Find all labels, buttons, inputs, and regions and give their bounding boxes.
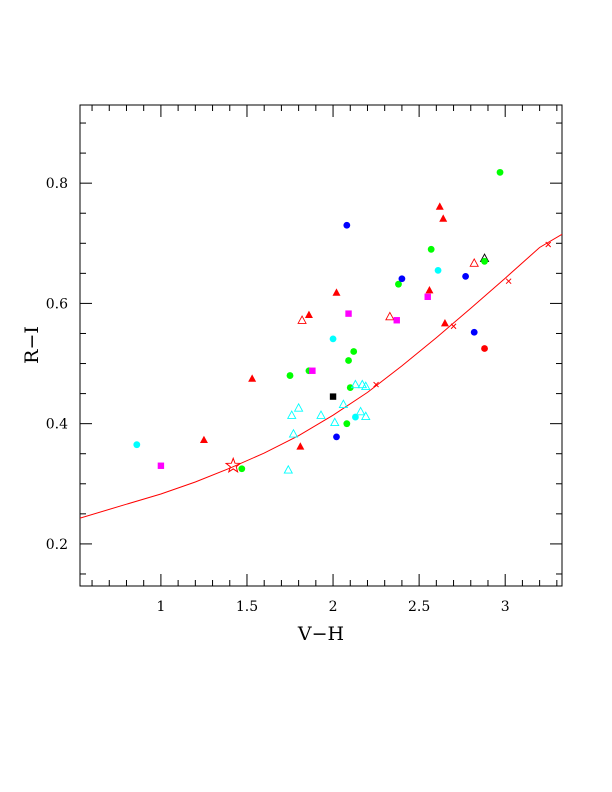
magenta-filled-square-point bbox=[157, 462, 165, 469]
red-filled-triangle-point bbox=[304, 310, 313, 318]
red-filled-triangle-point bbox=[199, 435, 208, 444]
green-filled-circle-point bbox=[345, 357, 352, 364]
blue-filled-circle-point bbox=[343, 221, 351, 229]
x-tick-label: 1.5 bbox=[236, 599, 258, 615]
red-filled-triangle-point bbox=[440, 319, 449, 327]
red-filled-triangle-point bbox=[435, 202, 444, 210]
x-tick-label: 2.5 bbox=[408, 599, 430, 615]
cyan-open-triangle-point bbox=[330, 417, 340, 427]
cyan-open-triangle-point bbox=[283, 464, 294, 474]
cyan-filled-circle-point bbox=[329, 335, 337, 343]
star-marker bbox=[224, 456, 242, 473]
cyan-filled-circle-point bbox=[352, 413, 359, 421]
y-axis-title: R−I bbox=[21, 326, 43, 364]
x-tick-label: 3 bbox=[501, 599, 510, 615]
curve-cross-marker bbox=[373, 381, 379, 388]
cyan-open-triangle-point bbox=[288, 428, 299, 438]
red-filled-triangle-point bbox=[425, 285, 434, 294]
green-filled-circle-point bbox=[496, 168, 504, 176]
data-points-layer bbox=[133, 168, 504, 474]
axis-ticks bbox=[80, 105, 562, 586]
blue-filled-circle-point bbox=[333, 433, 340, 441]
cyan-filled-circle-point bbox=[434, 266, 442, 274]
curve-cross-marker bbox=[545, 241, 552, 248]
red-filled-circle-point bbox=[481, 345, 488, 352]
cyan-open-triangle-point bbox=[293, 402, 304, 412]
fit-curve-layer bbox=[80, 233, 562, 519]
green-filled-circle-point bbox=[395, 280, 402, 288]
red-open-triangle-point bbox=[469, 257, 479, 267]
green-filled-circle-point bbox=[286, 372, 294, 379]
x-tick-label: 2 bbox=[329, 599, 338, 615]
cyan-open-triangle-point bbox=[355, 406, 366, 416]
cyan-open-triangle-point bbox=[350, 379, 361, 389]
green-filled-circle-point bbox=[343, 420, 351, 428]
y-tick-label: 0.2 bbox=[46, 537, 68, 553]
y-tick-label: 0.8 bbox=[46, 176, 68, 192]
magenta-filled-square-point bbox=[309, 367, 316, 374]
red-filled-triangle-point bbox=[248, 374, 257, 382]
blue-filled-circle-point bbox=[462, 272, 469, 280]
red-filled-triangle-point bbox=[296, 442, 305, 450]
green-filled-circle-point bbox=[481, 257, 488, 265]
plot-frame bbox=[79, 104, 563, 587]
green-filled-circle-point bbox=[350, 348, 358, 355]
cyan-open-triangle-point bbox=[286, 410, 297, 419]
red-open-triangle-point bbox=[297, 315, 307, 324]
curve-cross-marker bbox=[450, 323, 457, 330]
blue-filled-circle-point bbox=[398, 275, 406, 283]
y-tick-label: 0.6 bbox=[46, 296, 68, 312]
blue-filled-circle-point bbox=[470, 328, 478, 336]
red-filled-triangle-point bbox=[439, 214, 448, 222]
green-filled-circle-point bbox=[427, 245, 435, 253]
black-filled-square-point bbox=[329, 393, 337, 400]
cyan-open-triangle-point bbox=[316, 410, 326, 419]
magenta-filled-square-point bbox=[393, 317, 400, 324]
y-tick-label: 0.4 bbox=[46, 417, 68, 433]
tick-labels: 1 1.5 2 2.5 3 0.2 0.4 0.6 0.8 bbox=[46, 176, 510, 615]
cyan-open-triangle-point bbox=[361, 411, 371, 421]
magenta-filled-square-point bbox=[424, 293, 431, 300]
green-filled-circle-point bbox=[238, 465, 246, 473]
cyan-open-triangle-point bbox=[338, 399, 349, 409]
cyan-open-triangle-point bbox=[361, 381, 371, 390]
curve-cross-marker bbox=[505, 278, 512, 285]
magenta-filled-square-point bbox=[345, 310, 352, 317]
red-filled-triangle-point bbox=[332, 288, 341, 296]
cyan-filled-circle-point bbox=[133, 441, 141, 449]
x-tick-label: 1 bbox=[156, 599, 165, 615]
x-axis-title: V−H bbox=[297, 623, 344, 645]
fit-curve bbox=[80, 233, 562, 519]
red-open-triangle-point bbox=[385, 311, 395, 321]
